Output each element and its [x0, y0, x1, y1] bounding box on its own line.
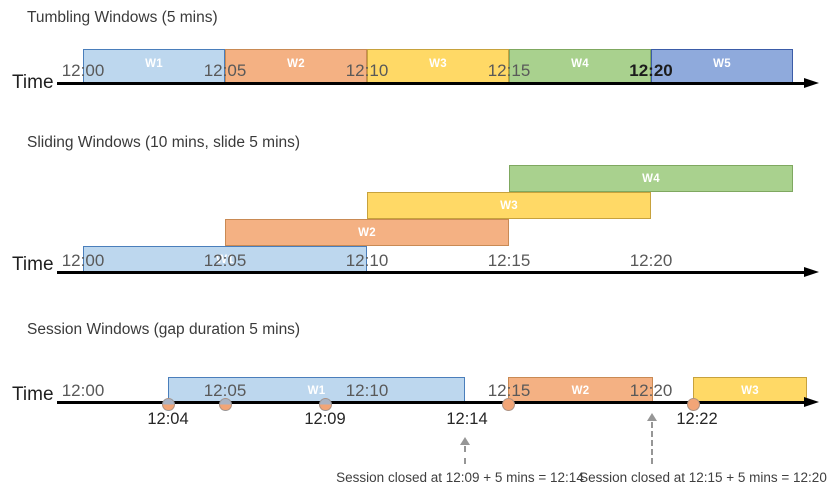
- tick-label: 12:10: [345, 61, 389, 80]
- tick-label: 12:05: [203, 61, 247, 80]
- session-timeline: [57, 401, 806, 404]
- window-label: W3: [429, 57, 447, 70]
- tick-label: 12:15: [487, 61, 531, 80]
- window-label: W1: [307, 384, 326, 397]
- sliding-timeline: [57, 271, 806, 274]
- sliding-section-title: Sliding Windows (10 mins, slide 5 mins): [27, 134, 301, 151]
- tumbling-section-title: Tumbling Windows (5 mins): [27, 9, 218, 26]
- event-dot: [686, 397, 700, 411]
- sliding-window-w2: W2: [225, 219, 509, 246]
- event-dot: [218, 397, 232, 411]
- sliding-window-w1: W1: [83, 246, 367, 273]
- session-close-annotation: Session closed at 12:09 + 5 mins = 12:14: [336, 470, 584, 485]
- session-close-annotation: Session closed at 12:15 + 5 mins = 12:20: [579, 470, 827, 485]
- session-timeline-arrowhead: [804, 397, 819, 407]
- tumbling-timeline: [57, 82, 806, 85]
- session-window-w2: W2: [508, 377, 653, 404]
- sliding-window-w4: W4: [509, 165, 793, 192]
- tumbling-window-w3: W3: [367, 49, 509, 85]
- tick-label: 12:00: [61, 251, 105, 270]
- window-label: W2: [358, 226, 376, 239]
- window-label: W4: [642, 172, 660, 185]
- tumbling-window-w2: W2: [225, 49, 367, 85]
- sliding-time-axis-label: Time: [12, 254, 54, 275]
- window-label: W3: [741, 384, 759, 397]
- tumbling-window-w1: W1: [83, 49, 225, 85]
- tick-label: 12:00: [61, 381, 105, 400]
- event-time-label: 12:04: [147, 410, 189, 428]
- window-label: W2: [571, 384, 590, 397]
- window-label: W3: [500, 199, 518, 212]
- session-time-axis-label: Time: [12, 384, 54, 405]
- tick-label: 12:05: [203, 381, 247, 400]
- tick-label: 12:05: [203, 251, 247, 270]
- up-arrow-icon: [460, 437, 470, 445]
- dashed-arrow-stem: [464, 446, 466, 464]
- event-dot: [161, 397, 175, 411]
- window-label: W1: [216, 253, 234, 266]
- window-label: W5: [713, 57, 731, 70]
- tick-label: 12:20: [629, 251, 673, 270]
- tick-label: 12:20: [629, 381, 673, 400]
- session-window-w3: W3: [693, 377, 807, 404]
- tick-label: 12:10: [345, 381, 389, 400]
- session-window-w1: W1: [168, 377, 465, 404]
- tumbling-window-w5: W5: [651, 49, 793, 85]
- session-section-title: Session Windows (gap duration 5 mins): [27, 321, 301, 338]
- tick-label: 12:00: [61, 61, 105, 80]
- dashed-arrow-stem: [651, 422, 653, 464]
- sliding-window-w3: W3: [367, 192, 651, 219]
- window-label: W1: [145, 57, 163, 70]
- tumbling-timeline-arrowhead: [804, 78, 819, 88]
- tick-label: 12:15: [487, 381, 531, 400]
- window-label: W4: [571, 57, 589, 70]
- window-label: W2: [287, 57, 305, 70]
- tumbling-time-axis-label: Time: [12, 72, 54, 93]
- tick-label: 12:20: [629, 61, 673, 80]
- event-dot: [318, 397, 332, 411]
- up-arrow-icon: [647, 413, 657, 421]
- tick-label: 12:15: [487, 251, 531, 270]
- event-time-label: 12:22: [676, 410, 718, 428]
- event-time-label: 12:09: [304, 410, 346, 428]
- sliding-timeline-arrowhead: [804, 267, 819, 277]
- event-time-label: 12:14: [446, 410, 488, 428]
- tick-label: 12:10: [345, 251, 389, 270]
- tumbling-window-w4: W4: [509, 49, 651, 85]
- event-dot: [501, 397, 515, 411]
